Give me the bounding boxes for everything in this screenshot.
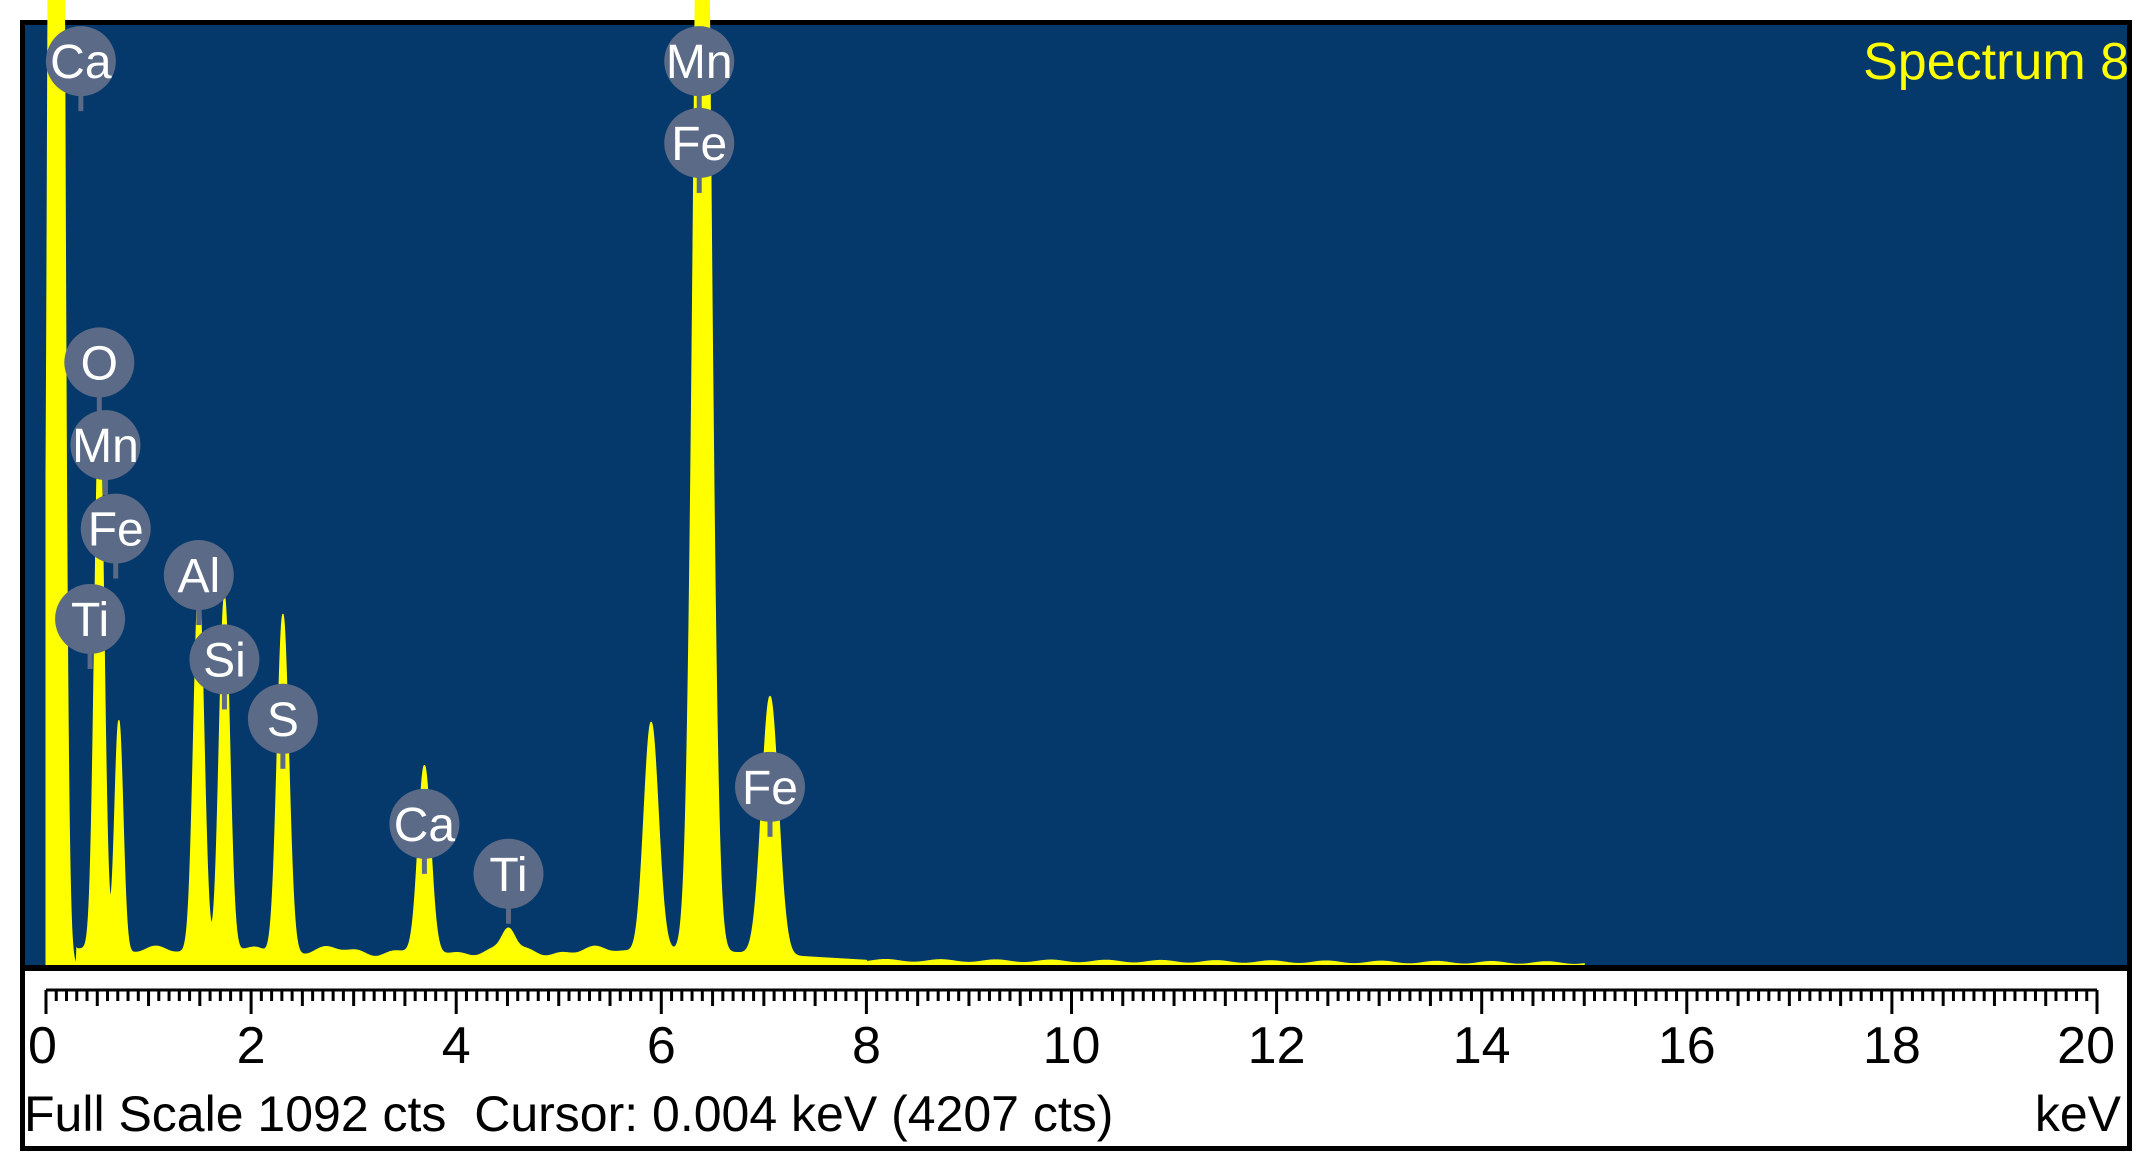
label-text: S xyxy=(267,694,299,747)
spectrum-layer xyxy=(45,0,1585,966)
element-label-o-3: O xyxy=(64,327,135,413)
label-text: Fe xyxy=(742,762,798,815)
element-label-mn-4: Mn xyxy=(70,410,141,496)
label-badge xyxy=(80,493,151,564)
label-badge xyxy=(664,107,735,178)
label-text: Fe xyxy=(671,118,727,171)
x-tick-label: 14 xyxy=(1453,1017,1511,1075)
element-label-ca-10: Ca xyxy=(389,788,460,874)
element-labels-layer: Ca Mn Fe O Mn Fe Ti Al Si S Ca Ti Fe xyxy=(45,26,806,924)
label-text: Mn xyxy=(666,36,733,89)
element-label-al-7: Al xyxy=(163,540,234,626)
x-tick-label: 6 xyxy=(647,1017,676,1075)
element-label-fe-2: Fe xyxy=(664,107,735,193)
x-tick-label: 0 xyxy=(28,1017,57,1075)
element-label-ti-11: Ti xyxy=(473,838,544,924)
label-text: Ti xyxy=(489,849,527,902)
label-text: Fe xyxy=(88,504,144,557)
label-badge xyxy=(247,683,318,754)
label-badge xyxy=(735,751,806,822)
label-badge xyxy=(473,838,544,909)
x-tick-label: 20 xyxy=(2057,1017,2115,1075)
label-badge xyxy=(163,540,234,611)
x-tick-label: 8 xyxy=(852,1017,881,1075)
label-text: Ca xyxy=(394,799,456,852)
x-tick-label: 12 xyxy=(1248,1017,1306,1075)
element-label-ti-6: Ti xyxy=(55,583,126,669)
unit-label: keV xyxy=(2034,1086,2121,1142)
x-tick-label: 18 xyxy=(1863,1017,1921,1075)
label-text: Mn xyxy=(72,420,139,473)
element-label-fe-12: Fe xyxy=(735,751,806,837)
full-scale-text: Full Scale 1092 cts xyxy=(24,1086,447,1142)
spectrum-trace xyxy=(45,0,1585,966)
label-badge xyxy=(389,788,460,859)
x-tick-label: 16 xyxy=(1658,1017,1716,1075)
cursor-readout: Cursor: 0.004 keV (4207 cts) xyxy=(474,1086,1114,1142)
element-label-si-8: Si xyxy=(189,624,260,710)
x-tick-label: 10 xyxy=(1043,1017,1101,1075)
label-badge xyxy=(664,26,735,97)
label-text: Ca xyxy=(50,36,112,89)
label-badge xyxy=(45,26,116,97)
plot-background xyxy=(25,25,2127,965)
status-readout: Full Scale 1092 cts Cursor: 0.004 keV (4… xyxy=(24,1085,1113,1143)
x-tick-label: 2 xyxy=(237,1017,266,1075)
x-tick-label: 4 xyxy=(442,1017,471,1075)
label-text: O xyxy=(81,337,118,390)
x-axis: 0 2 4 6 8 10 12 14 16 18 20 xyxy=(28,988,2115,1075)
label-badge xyxy=(189,624,260,695)
element-label-ca-0: Ca xyxy=(45,26,116,112)
label-text: Al xyxy=(177,550,220,603)
element-label-mn-1: Mn xyxy=(664,26,735,112)
spectrum-title: Spectrum 8 xyxy=(1863,33,2129,91)
label-badge xyxy=(64,327,135,398)
label-text: Si xyxy=(203,634,246,687)
label-badge xyxy=(55,583,126,654)
label-text: Ti xyxy=(71,594,109,647)
element-label-fe-5: Fe xyxy=(80,493,151,579)
element-label-s-9: S xyxy=(247,683,318,769)
label-badge xyxy=(70,410,141,481)
